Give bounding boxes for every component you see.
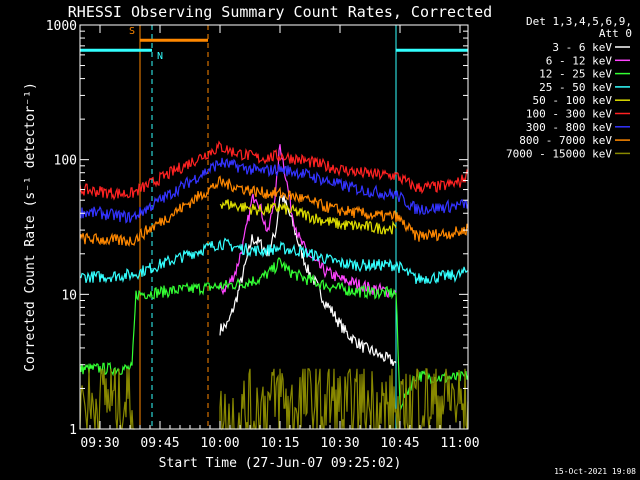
- y-axis-title: Corrected Count Rate (s⁻¹ detector⁻¹): [23, 82, 38, 372]
- y-tick-label-1: 1: [69, 423, 77, 438]
- series-line-50-100-kev: [219, 199, 397, 235]
- series-line-800-7000-kev: [79, 175, 469, 247]
- legend-label-7000-15000-kev: 7000 - 15000 keV: [506, 147, 612, 160]
- plot-frame: [79, 24, 469, 430]
- legend-label-50-100-kev: 50 - 100 keV: [533, 94, 613, 107]
- footer-date: 15-Oct-2021 19:08: [554, 467, 636, 476]
- y-tick-label-100: 100: [54, 154, 77, 169]
- series-line-25-50-kev: [79, 237, 469, 285]
- x-tick-label-10-00: 10:00: [200, 436, 239, 451]
- x-tick-label-11-00: 11:00: [440, 436, 479, 451]
- plot-layer: SN: [79, 25, 469, 431]
- x-tick-label-09-30: 09:30: [80, 436, 119, 451]
- x-tick-label-09-45: 09:45: [140, 436, 179, 451]
- series-line-7000-15000-kev: [79, 368, 469, 431]
- x-tick-label-10-45: 10:45: [380, 436, 419, 451]
- legend-attenuator-line: Att 0: [599, 27, 632, 40]
- legend-detector-line: Det 1,3,4,5,6,9,: [526, 15, 632, 28]
- legend-label-6-12-kev: 6 - 12 keV: [546, 54, 613, 67]
- x-tick-label-10-30: 10:30: [320, 436, 359, 451]
- y-tick-label-10: 10: [61, 288, 77, 303]
- axis-ticks: 09:30 09:45 10:00 10:15 10:30 10:45 11:00 1 10 10…: [46, 19, 480, 451]
- y-tick-label-1000: 1000: [46, 19, 77, 34]
- series-line-3-6-kev: [219, 194, 397, 367]
- series-line-100-300-kev: [79, 140, 469, 201]
- legend-label-3-6-kev: 3 - 6 keV: [552, 41, 612, 54]
- series-line-300-800-kev: [79, 157, 469, 224]
- chart-title: RHESSI Observing Summary Count Rates, Co…: [68, 3, 492, 21]
- marker-label-n: N: [157, 51, 163, 62]
- legend-label-25-50-kev: 25 - 50 keV: [539, 81, 612, 94]
- legend-label-800-7000-kev: 800 - 7000 keV: [519, 134, 612, 147]
- x-tick-label-10-15: 10:15: [260, 436, 299, 451]
- legend-label-300-800-kev: 300 - 800 keV: [526, 121, 612, 134]
- legend-label-100-300-kev: 100 - 300 keV: [526, 108, 612, 121]
- legend-label-12-25-kev: 12 - 25 keV: [539, 68, 612, 81]
- marker-label-s: S: [129, 26, 135, 37]
- x-axis-title: Start Time (27-Jun-07 09:25:02): [159, 456, 402, 471]
